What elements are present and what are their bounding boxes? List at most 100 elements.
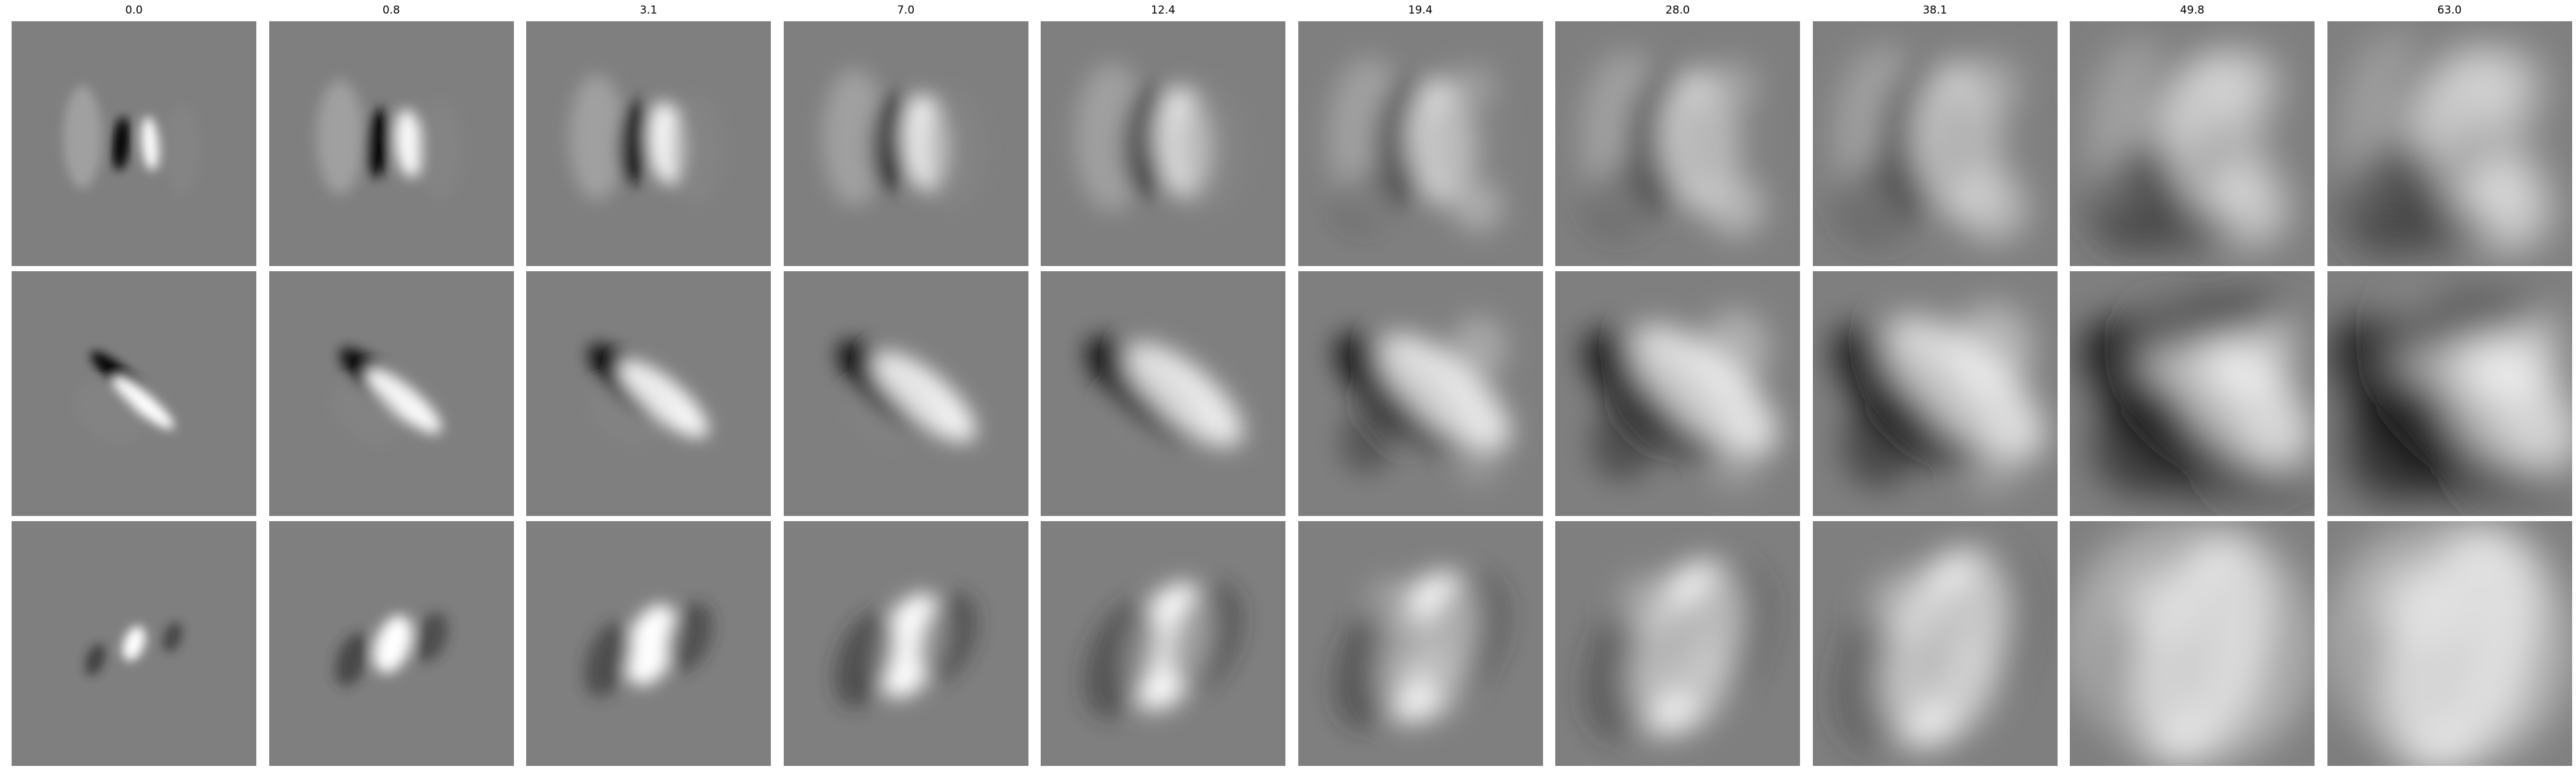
intensity-blob [1617, 575, 1687, 635]
column-title: 7.0 [896, 4, 915, 17]
image-panel [1298, 271, 1543, 516]
intensity-blob [1084, 600, 1159, 719]
intensity-blob [1169, 582, 1243, 692]
intensity-blob [1590, 396, 1662, 481]
intensity-blob [1366, 580, 1423, 630]
image-panel [1555, 271, 1800, 516]
image-panel [2070, 21, 2315, 266]
image-panel [1555, 21, 1800, 266]
image-panel [1298, 521, 1543, 766]
image-panel [12, 271, 256, 516]
image-panel [1812, 271, 2058, 516]
intensity-blob [63, 86, 102, 189]
intensity-blob [1453, 183, 1504, 233]
intensity-blob [1699, 60, 1759, 111]
intensity-blob [1953, 303, 2033, 394]
image-panel [1041, 21, 1285, 266]
column-title: 3.1 [639, 4, 658, 17]
intensity-blob [616, 100, 653, 184]
intensity-blob [923, 90, 985, 211]
intensity-blob [1710, 439, 1761, 490]
image-panel [1812, 521, 2058, 766]
intensity-blob [2386, 47, 2526, 150]
intensity-blob [584, 622, 632, 698]
column-title: 28.0 [1665, 4, 1690, 17]
column-title: 49.8 [2180, 4, 2204, 17]
column-title: 19.4 [1408, 4, 1433, 17]
image-panel [2327, 521, 2572, 766]
image-panel [1041, 521, 1285, 766]
intensity-blob [1339, 403, 1399, 474]
intensity-blob [2353, 202, 2495, 253]
image-panel [526, 21, 771, 266]
intensity-blob [1332, 170, 1392, 233]
intensity-blob [331, 381, 400, 445]
intensity-blob [364, 108, 392, 177]
image-panel [783, 21, 1028, 266]
intensity-blob [112, 117, 130, 171]
intensity-blob [1705, 178, 1766, 238]
image-panel [2327, 271, 2572, 516]
intensity-blob [1962, 434, 2023, 495]
intensity-blob [417, 100, 462, 200]
intensity-blob [2096, 202, 2237, 253]
image-panel [526, 271, 771, 516]
intensity-blob [569, 74, 625, 200]
intensity-blob [822, 68, 887, 206]
intensity-blob [2070, 521, 2315, 766]
intensity-blob [162, 622, 183, 653]
intensity-blob [395, 109, 422, 178]
intensity-blob [1125, 343, 1244, 447]
image-panel [269, 521, 514, 766]
image-panel [2327, 21, 2572, 266]
intensity-blob [1951, 55, 2022, 116]
intensity-blob [1075, 62, 1148, 212]
image-panel [1812, 21, 2058, 266]
panel-background [269, 21, 514, 266]
intensity-blob [1884, 316, 2045, 460]
intensity-blob [122, 626, 146, 661]
intensity-blob [2327, 521, 2572, 766]
intensity-blob [1633, 635, 1736, 730]
intensity-blob [85, 644, 106, 676]
intensity-blob [1177, 84, 1245, 216]
image-panel [12, 21, 256, 266]
image-panel [783, 271, 1028, 516]
intensity-blob [2354, 292, 2545, 354]
column-title: 0.8 [382, 4, 401, 17]
intensity-blob [1835, 157, 1918, 246]
intensity-blob [619, 360, 709, 438]
column-title: 12.4 [1151, 4, 1175, 17]
image-panel [526, 521, 771, 766]
intensity-blob [2141, 464, 2315, 503]
intensity-blob [666, 602, 713, 672]
intensity-blob [2097, 292, 2287, 354]
intensity-blob [2093, 383, 2188, 495]
intensity-blob [2128, 47, 2269, 150]
intensity-blob [1378, 334, 1511, 452]
intensity-blob [1869, 569, 1949, 640]
intensity-blob [834, 611, 896, 708]
image-panel [1298, 21, 1543, 266]
intensity-blob [1383, 642, 1470, 722]
intensity-blob [1446, 64, 1497, 108]
image-panel [2070, 271, 2315, 516]
panel-background [12, 21, 256, 266]
intensity-blob [366, 368, 441, 434]
image-panel [269, 271, 514, 516]
image-panel [1555, 521, 1800, 766]
intensity-blob [1450, 316, 1507, 381]
intensity-blob [1631, 325, 1778, 456]
intensity-blob [917, 592, 978, 682]
column-title: 0.0 [125, 4, 143, 17]
intensity-blob [624, 604, 679, 685]
intensity-blob [670, 95, 723, 205]
intensity-blob [113, 377, 174, 430]
intensity-blob [1881, 627, 2002, 738]
intensity-blob [872, 351, 976, 443]
intensity-blob [1584, 164, 1656, 240]
column-title: 38.1 [1922, 4, 1947, 17]
intensity-blob [316, 80, 364, 195]
image-panel [2070, 521, 2315, 766]
